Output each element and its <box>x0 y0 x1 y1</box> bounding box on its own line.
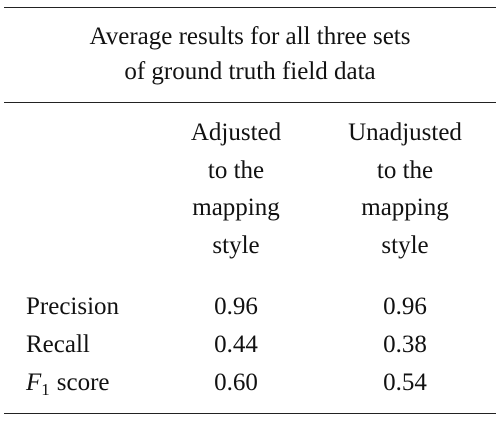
cell: 0.96 <box>383 293 427 320</box>
cell: 0.96 <box>214 293 258 320</box>
column-header: mapping <box>361 194 449 221</box>
title-line: of ground truth field data <box>124 58 376 85</box>
column-header: style <box>212 231 260 259</box>
top-rule <box>4 7 496 8</box>
column-header: Unadjusted <box>348 119 462 146</box>
column-header: to the <box>376 156 434 184</box>
cell: 0.60 <box>214 369 258 396</box>
row-label: F1 score <box>26 370 110 398</box>
row-label-part: 1 <box>41 380 50 399</box>
column-header: mapping <box>192 194 280 221</box>
cell: 0.44 <box>214 331 258 358</box>
cell: 0.54 <box>383 369 427 396</box>
column-header: to the <box>207 156 265 184</box>
column-header: Adjusted <box>190 119 282 146</box>
row-label-part: Recall <box>26 331 90 358</box>
column-header: style <box>381 231 429 259</box>
row-label: Precision <box>26 294 119 319</box>
cell: 0.38 <box>383 331 427 358</box>
row-label-part: Precision <box>26 293 120 320</box>
bottom-rule <box>4 413 496 414</box>
mid-rule <box>4 102 496 103</box>
row-label-part: score <box>56 369 110 396</box>
row-label: Recall <box>26 332 90 357</box>
row-label-part: F <box>26 369 42 396</box>
title-line: Average results for all three sets <box>89 23 411 50</box>
